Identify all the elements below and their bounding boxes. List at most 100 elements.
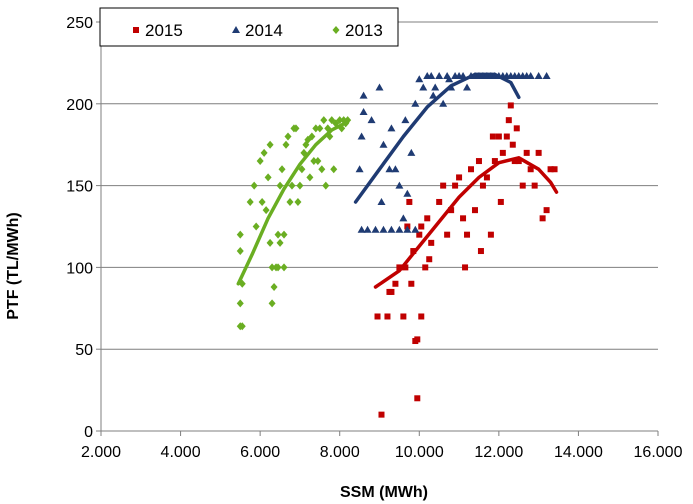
data-point-2013 (294, 197, 302, 206)
data-point-2015 (471, 207, 478, 214)
data-point-2013 (268, 263, 276, 272)
data-point-2014 (371, 225, 380, 233)
data-point-2015 (523, 149, 530, 156)
data-point-2013 (266, 238, 274, 247)
data-point-2013 (264, 173, 272, 182)
data-point-2014 (391, 165, 400, 173)
data-point-2015 (505, 117, 512, 124)
data-point-2015 (416, 231, 423, 238)
data-point-2015 (462, 264, 469, 271)
data-point-2015 (384, 313, 391, 320)
data-point-2015 (428, 239, 435, 246)
y-tick-label: 50 (75, 342, 93, 359)
data-point-2015 (378, 411, 385, 418)
data-point-2015 (414, 395, 421, 402)
data-point-2013 (286, 197, 294, 206)
legend-label-2014: 2014 (245, 21, 283, 40)
data-point-2014 (359, 107, 368, 115)
data-point-2014 (411, 225, 420, 233)
data-point-2014 (357, 132, 366, 140)
data-point-2014 (363, 225, 372, 233)
data-point-2015 (396, 264, 403, 271)
data-point-2014 (377, 197, 386, 205)
data-point-2014 (429, 91, 438, 99)
data-point-2015 (426, 256, 433, 263)
data-point-2014 (463, 83, 472, 91)
legend-item-2013: 2013 (332, 21, 383, 40)
data-point-2015 (551, 166, 558, 173)
legend-label-2015: 2015 (145, 21, 183, 40)
legend: 2015 2014 2013 (99, 7, 399, 47)
data-point-2013 (268, 299, 276, 308)
legend-item-2015: 2015 (133, 21, 183, 40)
legend-marker-2015 (133, 27, 139, 33)
data-point-2015 (479, 182, 486, 189)
x-tick-label: 12.000 (474, 444, 523, 461)
data-point-2015 (418, 313, 425, 320)
data-point-2013 (276, 238, 284, 247)
data-point-2015 (475, 158, 482, 165)
data-point-2013 (280, 230, 288, 239)
data-point-2013 (270, 283, 278, 292)
data-point-2013 (330, 165, 338, 174)
data-point-2015 (460, 215, 467, 222)
data-point-2014 (357, 225, 366, 233)
data-point-2015 (418, 223, 425, 230)
data-point-2015 (392, 280, 399, 287)
series-2013 (236, 116, 352, 331)
data-point-2013 (284, 132, 292, 141)
data-point-2015 (547, 166, 554, 173)
data-point-2013 (326, 132, 334, 141)
legend-marker-2014 (232, 26, 240, 33)
data-point-2015 (424, 215, 431, 222)
trendline-2013 (236, 120, 350, 286)
data-point-2014 (359, 91, 368, 99)
data-point-2014 (355, 165, 364, 173)
data-point-2015 (511, 158, 518, 165)
data-point-2013 (296, 181, 304, 190)
data-point-2015 (503, 133, 510, 140)
legend-item-2014: 2014 (232, 21, 283, 40)
data-point-2014 (439, 99, 448, 107)
data-point-2014 (445, 75, 454, 83)
data-point-2015 (406, 198, 413, 205)
data-point-2013 (280, 263, 288, 272)
data-point-2013 (308, 132, 316, 141)
data-point-2015 (402, 264, 409, 271)
data-point-2013 (344, 116, 352, 125)
data-point-2015 (440, 182, 447, 189)
data-point-2013 (324, 124, 332, 133)
data-point-2014 (387, 124, 396, 132)
y-tick-labels: 0 50 100 150 200 250 (66, 15, 93, 441)
data-point-2013 (298, 165, 306, 174)
y-tick-label: 250 (66, 15, 93, 32)
data-point-2015 (543, 207, 550, 214)
x-tick-label: 14.000 (554, 444, 603, 461)
data-point-2015 (410, 248, 417, 255)
y-tick-label: 200 (66, 97, 93, 114)
data-point-2014 (415, 75, 424, 83)
data-point-2013 (262, 206, 270, 215)
data-point-2014 (399, 214, 408, 222)
data-point-2015 (483, 174, 490, 181)
data-point-2015 (535, 149, 542, 156)
data-point-2014 (379, 140, 388, 148)
data-point-2013 (256, 157, 264, 166)
legend-label-2013: 2013 (345, 21, 383, 40)
data-point-2013 (338, 124, 346, 133)
data-point-2013 (288, 181, 296, 190)
data-point-2014 (395, 225, 404, 233)
data-point-2015 (499, 149, 506, 156)
data-point-2014 (403, 225, 412, 233)
data-point-2013 (274, 263, 282, 272)
data-point-2015 (477, 248, 484, 255)
y-tick-label: 0 (84, 424, 93, 441)
x-tick-label: 16.000 (634, 444, 683, 461)
data-point-2015 (497, 198, 504, 205)
data-point-2015 (513, 125, 520, 132)
data-point-2013 (236, 230, 244, 239)
axes (100, 22, 658, 432)
data-point-2013 (258, 197, 266, 206)
data-point-2015 (388, 288, 395, 295)
data-point-2013 (312, 124, 320, 133)
